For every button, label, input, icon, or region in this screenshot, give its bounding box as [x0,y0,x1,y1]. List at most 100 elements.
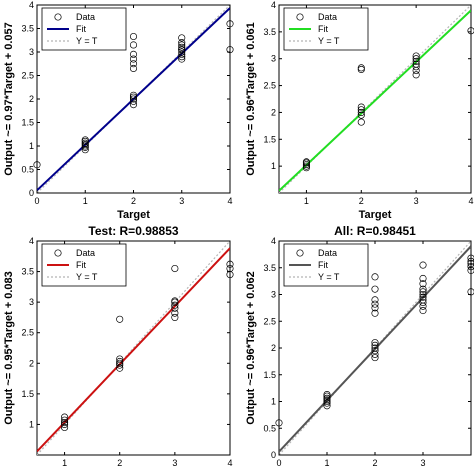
y-tick-label: 1.5 [263,134,276,144]
legend-entry-label: Y = T [318,272,340,282]
data-point [419,306,427,315]
fit-line [279,245,471,453]
identity-line [37,241,230,455]
data-point [178,50,186,58]
data-point [116,355,124,363]
y-tick-label: 2 [271,343,276,353]
data-point [61,416,69,424]
x-tick-label: 2 [131,196,136,206]
data-point [467,263,474,271]
data-point [371,354,379,362]
y-tick-label: 0 [29,188,34,198]
data-point [357,118,365,126]
data-point [467,257,474,265]
data-point [323,394,331,402]
data-point [371,285,379,293]
data-point [178,55,186,63]
data-point [129,64,138,73]
data-point [129,91,138,99]
fit-line [279,9,471,192]
data-point [467,288,474,296]
data-point [357,103,365,111]
legend-entry-label: Fit [318,24,328,34]
x-tick-label: 2 [117,458,122,468]
data-point [467,27,474,35]
y-axis-label: Output ~= 0.95*Target + 0.083 [3,271,15,425]
legend-entry-label: Y = T [76,272,98,282]
data-point [419,290,427,299]
x-tick-label: 3 [179,196,184,206]
data-point [412,57,420,65]
identity-line [37,5,230,193]
legend-entry-label: Data [76,12,95,22]
data-point [323,399,331,407]
y-tick-label: 2 [29,94,34,104]
legend-entry-label: Y = T [76,36,98,46]
x-tick-label: 3 [420,458,425,468]
data-point [412,52,420,60]
y-tick-label: 1 [271,161,276,171]
x-tick-label: 3 [414,196,419,206]
data-point [226,20,234,28]
legend-entry-label: Y = T [318,36,340,46]
y-axis-label: Output ~= 0.96*Target + 0.062 [245,271,257,425]
x-tick-label: 1 [324,458,329,468]
data-point [419,280,427,288]
data-point [171,313,179,321]
y-tick-label: 3 [29,297,34,307]
data-point [129,93,138,101]
y-tick-label: 1.5 [263,370,276,380]
y-tick-label: 2.5 [263,81,276,91]
data-point [81,136,89,144]
data-point [357,111,365,119]
data-point [467,254,474,262]
data-point [275,419,283,427]
data-point [178,46,186,54]
data-point [129,60,138,68]
fit-line [37,7,230,192]
data-point [323,397,331,406]
legend-marker-data [296,13,304,21]
data-point [129,50,138,58]
x-tick-label: 2 [359,196,364,206]
legend-entry-label: Fit [76,260,86,270]
x-tick-label: 2 [372,458,377,468]
y-axis-label: Output ~= 0.97*Target + 0.057 [3,22,15,176]
y-tick-label: 1 [29,419,34,429]
y-tick-label: 4 [271,236,276,246]
x-tick-label: 4 [468,196,473,206]
y-tick-label: 3.5 [21,24,34,34]
chart-panel-1: 0 1 2 3 4 0 0.5 1 1.5 2 2.5 3 3.5 4 Target Output ~= 0.… [3,0,234,221]
data-point [371,296,379,304]
x-axis-label: Target [117,209,150,221]
x-tick-label: 3 [172,458,177,468]
data-point [357,64,365,72]
legend: Data Fit Y = T [41,243,127,287]
data-point [116,357,124,366]
y-tick-label: 4 [271,0,276,10]
data-point [412,63,420,71]
data-point [302,158,310,166]
data-point [302,160,310,169]
data-point [371,309,379,317]
y-tick-label: 1.5 [21,389,34,399]
fit-line [37,247,230,453]
y-tick-label: 4 [29,236,34,246]
y-tick-label: 3.5 [263,27,276,37]
data-point [178,39,186,47]
x-tick-label: 1 [83,196,88,206]
data-point [61,413,69,421]
y-tick-label: 2 [271,107,276,117]
chart-panel-3: 1 2 3 4 1 1.5 2 2.5 3 3.5 4 Output ~= 0.95*Target +… [3,224,234,468]
data-point [419,274,427,283]
y-tick-label: 1 [29,141,34,151]
data-point [419,296,427,304]
data-point [178,43,186,51]
legend: Data Fit Y = T [283,243,369,287]
data-point [323,396,331,404]
data-point [371,347,379,355]
legend-marker-data [54,249,62,257]
x-tick-label: 4 [227,458,232,468]
data-point [419,293,427,301]
